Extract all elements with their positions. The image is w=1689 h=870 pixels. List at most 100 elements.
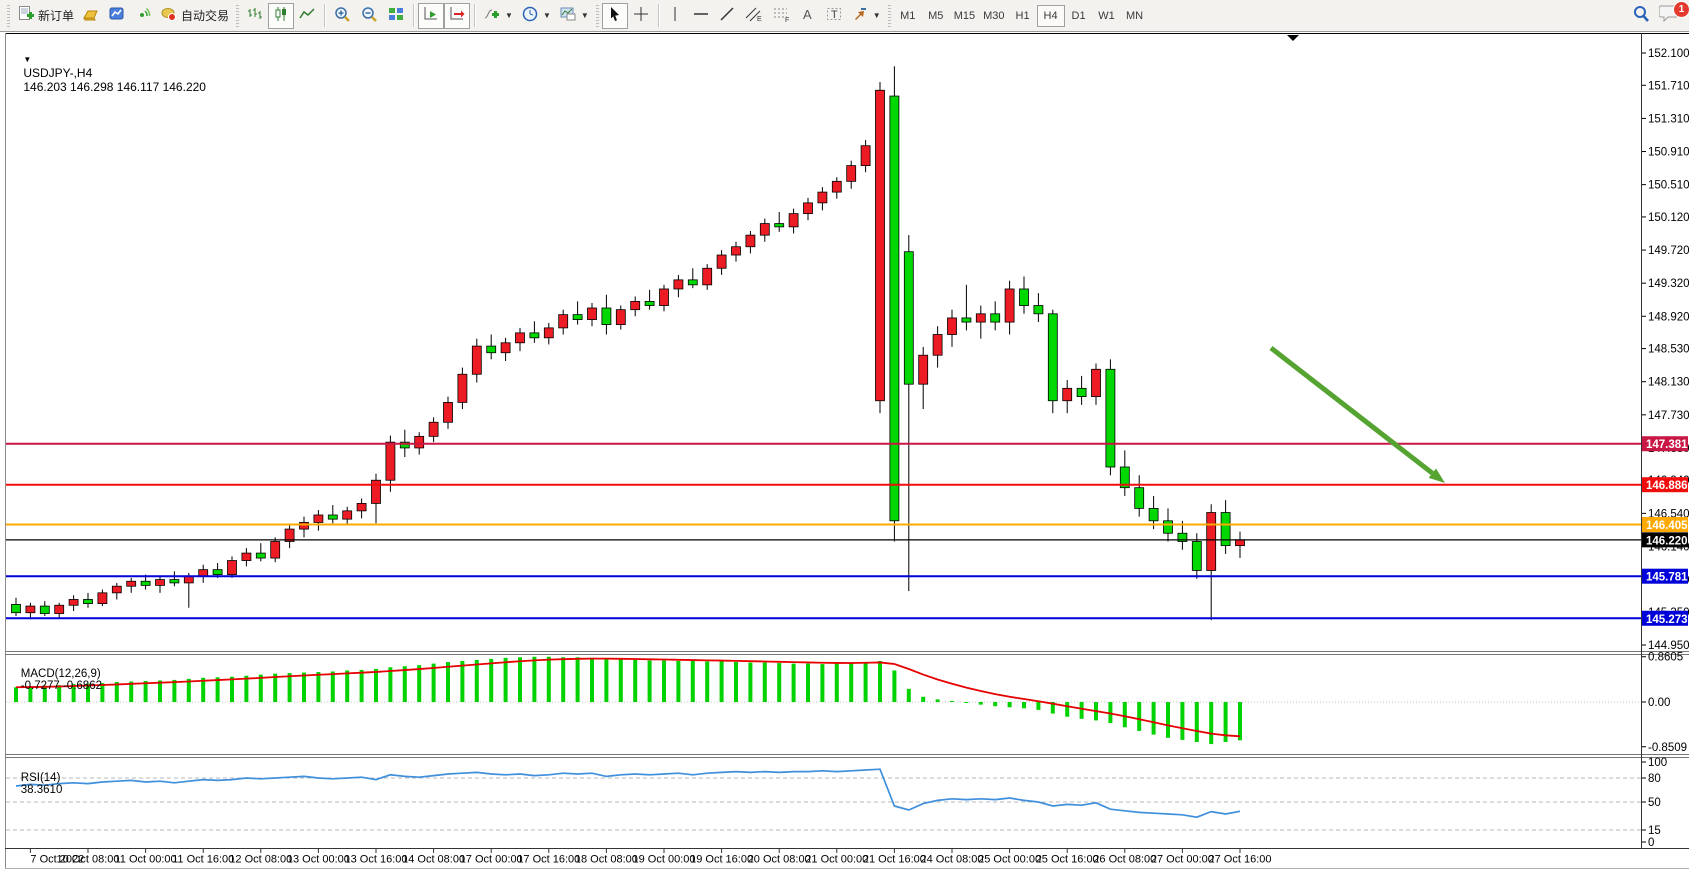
bar-chart-type-button[interactable] xyxy=(242,3,268,29)
periods-clock-button[interactable]: ▼ xyxy=(517,3,555,29)
price-label-146.220: 146.220 xyxy=(1642,532,1688,548)
timeframe-M5[interactable]: M5 xyxy=(928,9,944,22)
svg-text:19 Oct 16:00: 19 Oct 16:00 xyxy=(690,854,753,866)
market-data-icon xyxy=(108,5,126,26)
candle-body xyxy=(831,180,842,193)
svg-text:100: 100 xyxy=(1648,757,1667,769)
chart-canvas[interactable]: 152.100 151.710 151.310 150.910 150.510 150.1… xyxy=(0,32,1689,870)
timeframe-H1[interactable]: H1 xyxy=(1015,9,1030,22)
arrows-button[interactable]: ▼ xyxy=(847,3,885,29)
timeframe-D1[interactable]: D1 xyxy=(1071,9,1086,22)
auto-trading-button[interactable]: 自动交易 xyxy=(156,3,233,29)
arrows-icon xyxy=(851,5,869,26)
symbol-dropdown-icon[interactable]: ▼ xyxy=(23,55,32,64)
toolbar-gripper[interactable] xyxy=(7,4,10,27)
timeframe-M15[interactable]: M15 xyxy=(953,9,976,22)
candle-body xyxy=(155,579,165,586)
horizontal-line-button[interactable] xyxy=(688,3,714,29)
candle-body xyxy=(342,510,353,520)
svg-text:15: 15 xyxy=(1648,825,1661,837)
toolbar-gripper[interactable] xyxy=(887,4,891,27)
svg-text:A: A xyxy=(803,7,812,22)
svg-text:145.273: 145.273 xyxy=(1646,614,1688,626)
candle-body xyxy=(500,342,511,354)
chat-button[interactable]: 1 xyxy=(1655,0,1689,29)
candle-body xyxy=(443,402,453,423)
timeframe-H4[interactable]: H4 xyxy=(1036,4,1065,27)
text-label-button[interactable]: T xyxy=(821,3,847,29)
trendline-button[interactable] xyxy=(714,3,740,29)
candle-body xyxy=(716,254,727,269)
candle-body xyxy=(587,307,597,321)
candle-body xyxy=(889,95,900,522)
svg-text:12 Oct 08:00: 12 Oct 08:00 xyxy=(229,854,292,866)
zoom-out-button[interactable] xyxy=(356,3,383,29)
indicators-button[interactable]: ▼ xyxy=(479,3,517,29)
rsi-value: 38.3610 xyxy=(20,784,63,796)
candle-body xyxy=(644,300,655,306)
timeframe-M1[interactable]: M1 xyxy=(900,9,916,22)
vertical-line-button[interactable] xyxy=(663,3,688,29)
candle-body xyxy=(25,605,36,614)
gold-bar-button[interactable] xyxy=(78,3,104,29)
candle-body xyxy=(659,288,669,306)
line-chart-type-button[interactable] xyxy=(294,3,320,29)
candle-body xyxy=(601,307,612,325)
candlestick-type-button[interactable] xyxy=(268,2,295,29)
candle-body xyxy=(803,202,813,215)
candle-body xyxy=(327,514,338,520)
candle-body xyxy=(918,354,929,385)
search-button[interactable] xyxy=(1627,3,1655,29)
cursor-button[interactable] xyxy=(601,2,628,29)
candle-body xyxy=(1019,288,1029,306)
candle-body xyxy=(241,552,252,561)
candle-body xyxy=(1220,512,1231,547)
candle-body xyxy=(212,569,223,576)
tile-windows-button[interactable] xyxy=(383,3,409,29)
text-icon: A xyxy=(800,5,816,26)
chart-shift-marker[interactable] xyxy=(1287,35,1299,41)
timeframe-W1[interactable]: W1 xyxy=(1098,9,1115,22)
candle-body xyxy=(457,373,468,403)
candle-body xyxy=(83,599,93,605)
market-data-button[interactable] xyxy=(104,3,130,29)
chevron-down-icon: ▼ xyxy=(505,11,513,20)
svg-text:0: 0 xyxy=(1648,837,1654,849)
chart-window[interactable]: 152.100 151.710 151.310 150.910 150.510 150.1… xyxy=(0,32,1689,870)
signals-button[interactable] xyxy=(130,3,156,29)
chart-shift-button[interactable] xyxy=(444,2,471,29)
auto-trading-label: 自动交易 xyxy=(181,9,230,23)
trendline-icon xyxy=(718,5,736,26)
new-order-icon xyxy=(17,5,35,26)
timeframe-MN[interactable]: MN xyxy=(1125,9,1144,22)
svg-text:150.910: 150.910 xyxy=(1648,147,1689,159)
svg-text:146.886: 146.886 xyxy=(1646,480,1688,492)
toolbar-gripper[interactable] xyxy=(236,4,240,27)
crosshair-button[interactable] xyxy=(628,3,654,29)
candle-body xyxy=(1119,466,1130,489)
svg-text:80: 80 xyxy=(1648,773,1661,785)
candle-body xyxy=(1206,512,1217,571)
zoom-in-button[interactable] xyxy=(329,3,356,29)
price-label-146.886: 146.886 xyxy=(1642,477,1688,493)
candle-body xyxy=(54,604,65,614)
equidistant-channel-button[interactable]: E xyxy=(740,3,768,29)
price-level-lines[interactable] xyxy=(6,442,1641,620)
timeframe-M30[interactable]: M30 xyxy=(983,9,1005,22)
trend-arrow-annotation[interactable] xyxy=(1269,346,1445,483)
toolbar-gripper[interactable] xyxy=(595,4,599,27)
text-button[interactable]: A xyxy=(796,3,821,29)
macd-panel-label: MACD(12,26,9) -0.7277 -0.6862 xyxy=(8,656,102,704)
candle-body xyxy=(1177,532,1188,542)
chevron-down-icon: ▼ xyxy=(580,11,589,20)
fibonacci-button[interactable]: F xyxy=(768,3,796,29)
candle-body xyxy=(428,421,439,437)
svg-text:0.8605: 0.8605 xyxy=(1648,652,1683,664)
new-order-button[interactable]: 新订单 xyxy=(13,3,78,29)
svg-text:13 Oct 00:00: 13 Oct 00:00 xyxy=(287,854,350,866)
timeframe-toolbar: M1 M5 M15 M30 H1 H4 D1 W1 MN xyxy=(894,4,1149,27)
templates-button[interactable]: ▼ xyxy=(555,3,593,29)
auto-scroll-button[interactable] xyxy=(418,2,445,29)
candle-body xyxy=(111,585,122,594)
